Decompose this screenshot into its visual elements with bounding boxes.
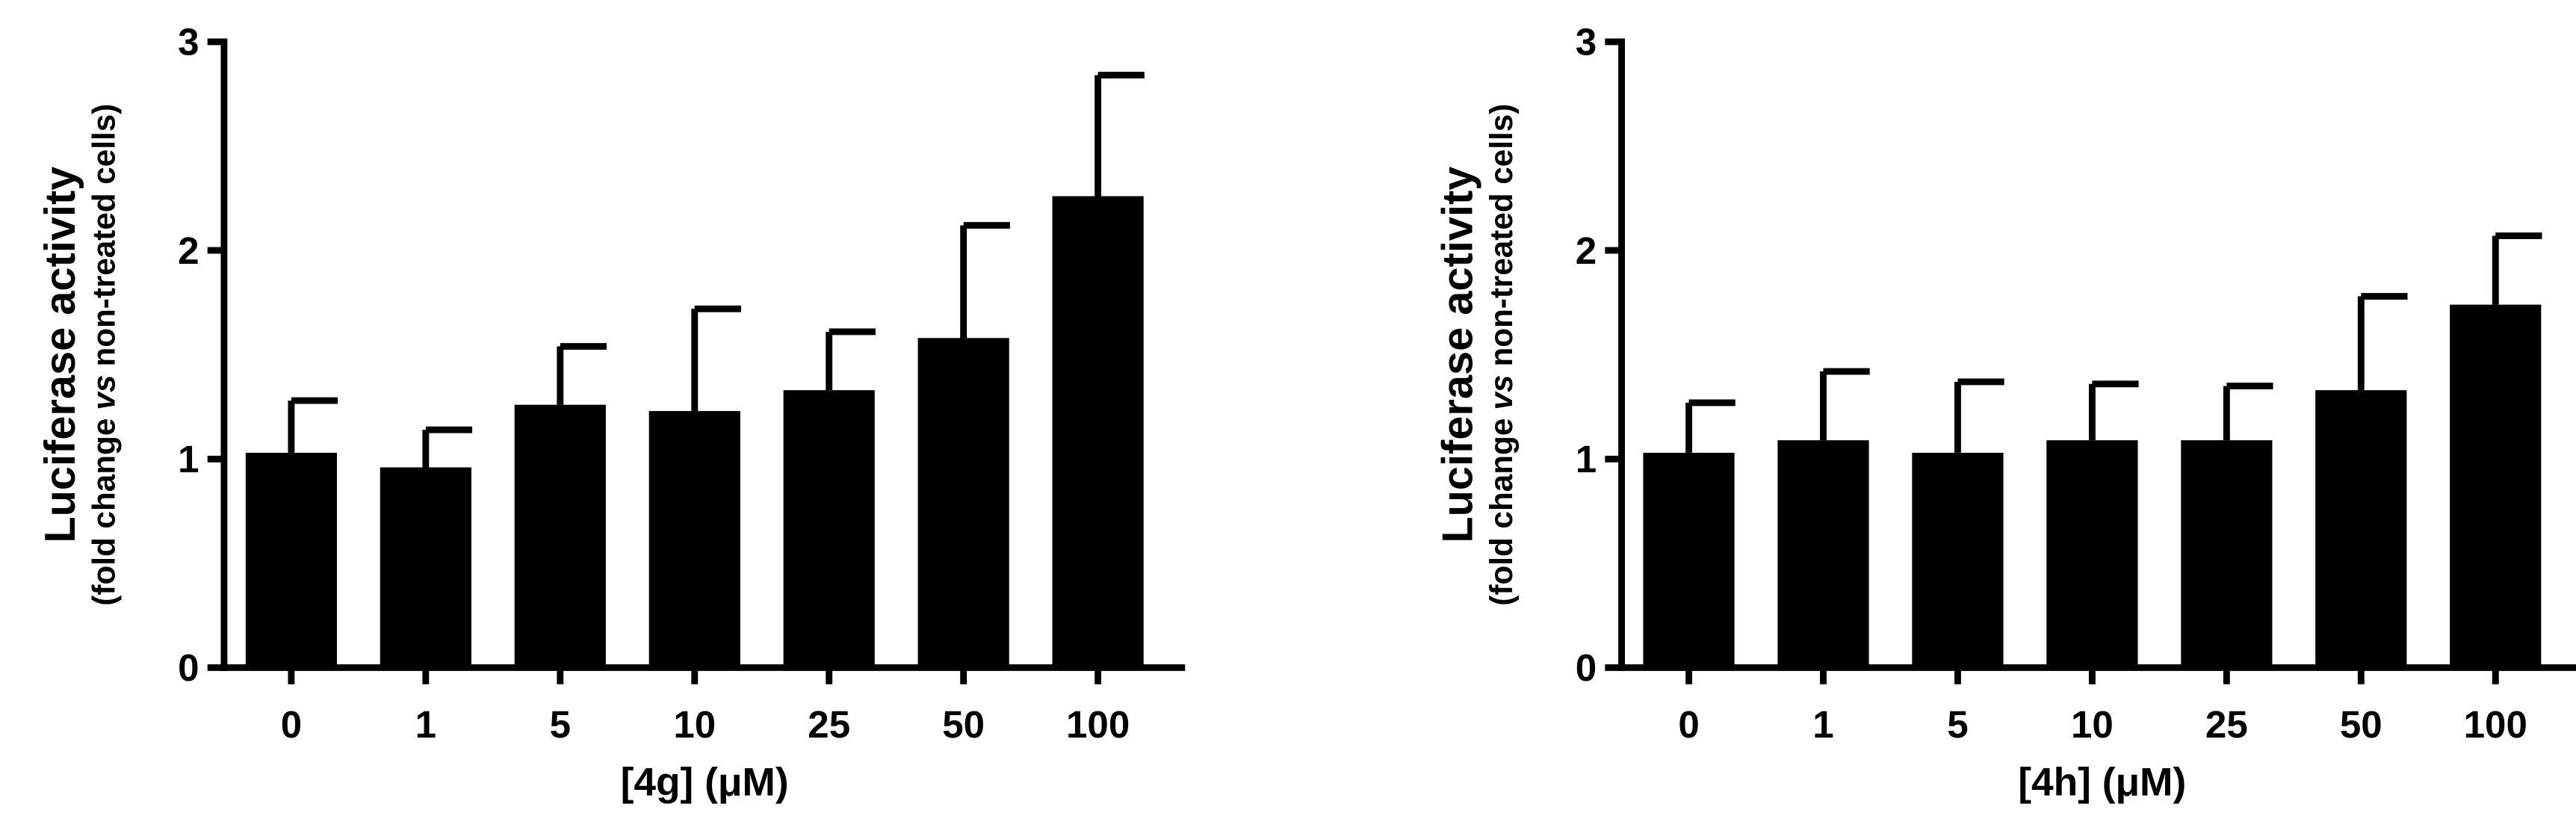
bar	[380, 467, 471, 668]
y-tick-label: 2	[178, 229, 199, 272]
bar	[245, 452, 337, 668]
x-tick-label: 10	[2071, 703, 2114, 746]
x-tick-label: 0	[1678, 703, 1699, 746]
x-tick-label: 1	[415, 703, 436, 746]
x-tick-label: 50	[942, 703, 985, 746]
bar	[783, 390, 875, 668]
bar	[648, 411, 740, 668]
x-tick-label: 10	[673, 703, 716, 746]
bar	[2046, 440, 2138, 668]
y-axis-title: Luciferase activity	[1434, 167, 1482, 543]
y-tick-label: 1	[178, 438, 199, 480]
bar	[1052, 196, 1144, 668]
y-axis-subtitle: (fold change vs non-treated cells)	[1484, 104, 1519, 606]
bar	[917, 338, 1009, 668]
bar	[2315, 390, 2407, 668]
bar	[514, 404, 606, 668]
x-axis-title: [4g] (μM)	[621, 761, 789, 805]
y-tick-label: 3	[178, 21, 199, 64]
y-axis-subtitle-part: (fold change	[1484, 418, 1519, 606]
chart: 0 1 2 3 0 1 5 10 25 50 100 [4g] (μM) Luciferase acti…	[37, 21, 1186, 805]
chart: 0 1 2 3 0 1 5 10 25 50 100 [4h] (μM) Luciferase acti…	[1434, 21, 2576, 805]
y-axis-subtitle-part: non-treated cells)	[86, 104, 121, 367]
y-tick-label: 0	[178, 646, 199, 689]
x-axis-title: [4h] (μM)	[2018, 761, 2186, 805]
bar	[1912, 452, 2004, 668]
x-tick-label: 1	[1812, 703, 1833, 746]
x-tick-label: 5	[1947, 703, 1968, 746]
y-axis-title: Luciferase activity	[37, 167, 84, 543]
y-tick-label: 0	[1576, 646, 1597, 689]
y-axis-subtitle-part: non-treated cells)	[1484, 104, 1519, 367]
y-axis-subtitle-part: (fold change	[86, 418, 121, 606]
x-tick-label: 100	[1066, 703, 1130, 746]
x-tick-label: 25	[2205, 703, 2248, 746]
y-axis-subtitle-part: vs	[86, 375, 121, 410]
bar	[1777, 440, 1869, 668]
x-tick-label: 5	[550, 703, 571, 746]
bar	[1643, 452, 1735, 668]
bar	[2450, 304, 2542, 668]
x-tick-label: 50	[2340, 703, 2383, 746]
x-tick-label: 0	[281, 703, 302, 746]
y-tick-label: 2	[1576, 229, 1597, 272]
y-axis-subtitle-part: vs	[1484, 375, 1519, 410]
y-tick-label: 1	[1576, 438, 1597, 480]
y-axis-subtitle: (fold change vs non-treated cells)	[86, 104, 121, 606]
bar	[2181, 440, 2273, 668]
x-tick-label: 100	[2464, 703, 2527, 746]
y-tick-label: 3	[1576, 21, 1597, 64]
x-tick-label: 25	[808, 703, 850, 746]
